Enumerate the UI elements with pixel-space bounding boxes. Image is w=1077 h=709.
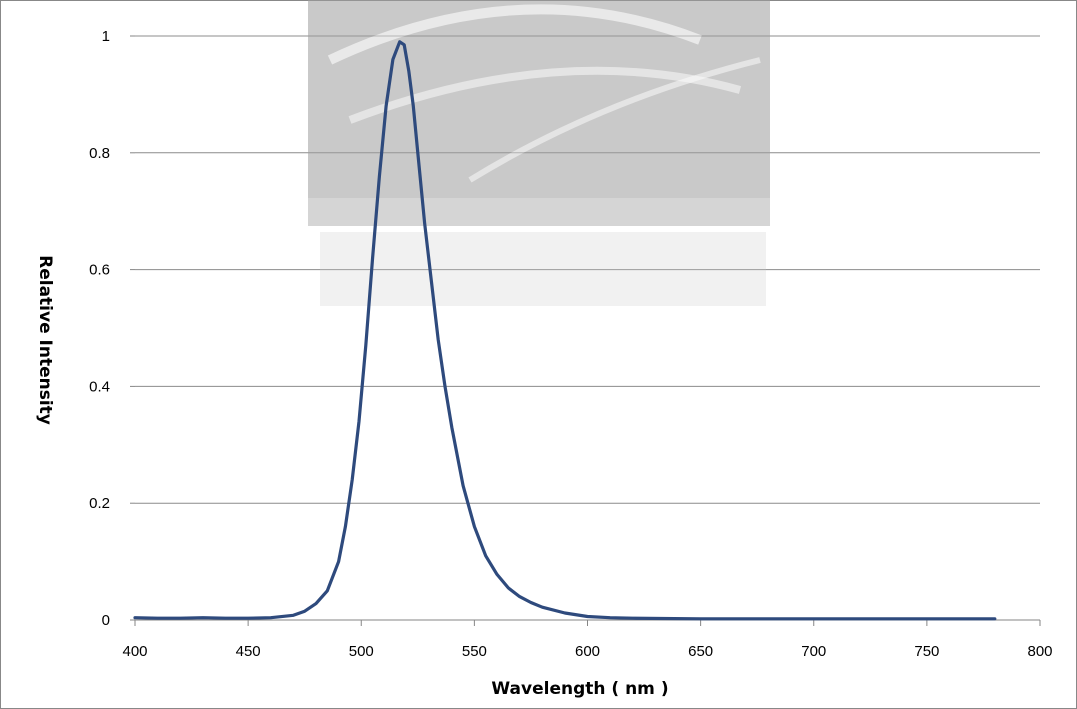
x-tick-label: 800 bbox=[1027, 643, 1052, 660]
x-tick-label: 400 bbox=[122, 643, 147, 660]
x-axis-title: Wavelength ( nm ) bbox=[491, 679, 668, 699]
x-tick-label: 500 bbox=[349, 643, 374, 660]
spectrum-line bbox=[133, 40, 997, 621]
y-tick-label: 1 bbox=[102, 28, 110, 45]
y-tick-label: 0.2 bbox=[89, 495, 110, 512]
x-tick-label: 600 bbox=[575, 643, 600, 660]
x-axis-ticks: 400 450 500 550 600 650 700 750 800 bbox=[122, 620, 1053, 660]
x-tick-label: 750 bbox=[914, 643, 939, 660]
y-tick-label: 0 bbox=[102, 612, 110, 629]
x-tick-label: 700 bbox=[801, 643, 826, 660]
y-tick-label: 0.4 bbox=[89, 378, 110, 395]
y-tick-label: 0.6 bbox=[89, 262, 110, 279]
x-tick-label: 450 bbox=[236, 643, 261, 660]
watermark-logo bbox=[308, 0, 770, 306]
x-tick-label: 550 bbox=[462, 643, 487, 660]
y-tick-label: 0.8 bbox=[89, 145, 110, 162]
y-axis-title: Relative Intensity bbox=[35, 255, 55, 425]
x-tick-label: 650 bbox=[688, 643, 713, 660]
y-axis-ticks: 0 0.2 0.4 0.6 0.8 1 bbox=[89, 28, 135, 629]
